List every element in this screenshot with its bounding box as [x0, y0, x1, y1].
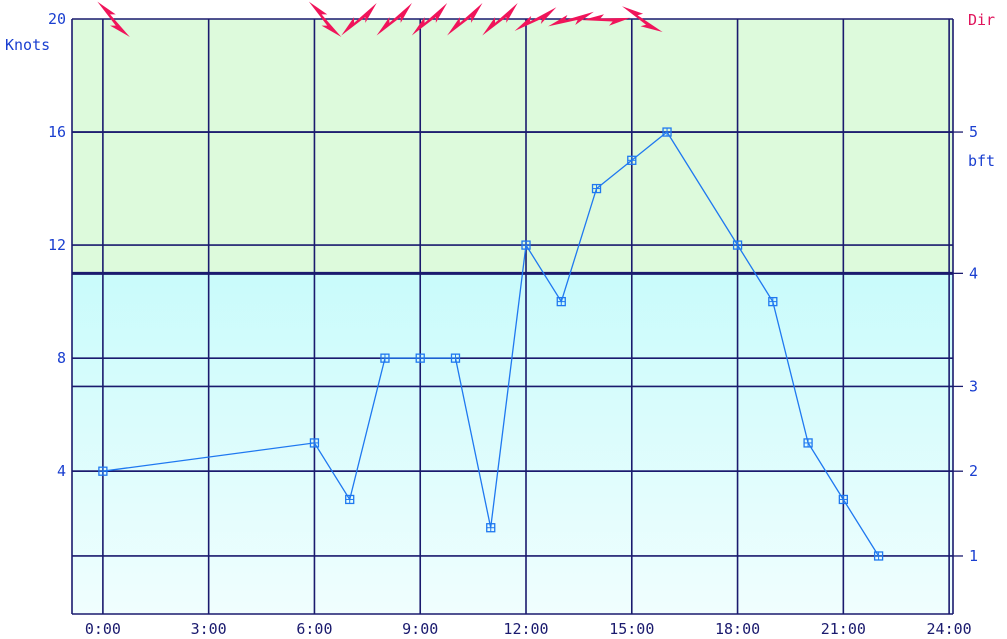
x-tick-label: 12:00 — [503, 620, 548, 638]
data-point — [662, 127, 672, 137]
y-axis-ticks: 4 8 12 16 20 — [48, 10, 66, 480]
direction-arrow — [582, 14, 631, 26]
x-axis-ticks: 0:00 3:00 6:00 9:00 12:00 15:00 18:00 21:00 24:0… — [85, 620, 972, 638]
data-point — [732, 240, 743, 250]
data-point — [838, 494, 848, 505]
data-point — [521, 240, 531, 250]
direction-arrow — [308, 1, 342, 37]
x-tick-label: 24:00 — [927, 620, 972, 638]
data-point — [873, 551, 884, 561]
data-point — [627, 155, 637, 165]
direction-arrow — [376, 3, 412, 36]
y-tick-label: 8 — [57, 349, 66, 367]
data-point — [556, 296, 566, 307]
direction-arrow — [97, 1, 130, 37]
x-tick-label: 6:00 — [296, 620, 332, 638]
speed-series — [98, 127, 884, 561]
y-tick-label: 4 — [57, 462, 66, 480]
x-tick-label: 9:00 — [402, 620, 438, 638]
bft-axis-ticks: 1 2 3 4 5 — [953, 123, 978, 565]
direction-arrow — [622, 6, 663, 32]
y-axis-label: Knots — [5, 36, 50, 54]
bft-tick-label: 3 — [969, 377, 978, 395]
data-point — [450, 353, 461, 363]
band-upper — [72, 19, 953, 274]
data-point — [380, 353, 390, 363]
direction-arrow — [482, 3, 518, 36]
direction-arrows — [97, 1, 663, 37]
bft-tick-label: 5 — [969, 123, 978, 141]
bft-tick-label: 2 — [969, 462, 978, 480]
data-point — [415, 353, 425, 363]
y-tick-label: 20 — [48, 10, 66, 28]
y-tick-label: 16 — [48, 123, 66, 141]
x-tick-label: 3:00 — [191, 620, 227, 638]
direction-arrow — [411, 3, 448, 36]
data-point — [768, 296, 778, 307]
beaufort-lines — [72, 131, 953, 557]
band-lower — [72, 273, 953, 614]
data-point — [345, 494, 355, 505]
data-point — [309, 438, 320, 448]
direction-label: Dir — [968, 11, 995, 29]
x-tick-label: 15:00 — [609, 620, 654, 638]
data-point — [98, 466, 108, 476]
direction-arrow — [341, 3, 377, 36]
data-point — [486, 523, 496, 533]
x-tick-label: 21:00 — [821, 620, 866, 638]
background-bands — [72, 19, 953, 614]
bft-axis-label: bft — [968, 152, 995, 170]
bft-tick-label: 4 — [969, 264, 978, 282]
data-point — [591, 183, 602, 194]
x-tick-label: 18:00 — [715, 620, 760, 638]
direction-arrow — [548, 11, 594, 27]
x-tick-label: 0:00 — [85, 620, 121, 638]
bft-tick-label: 1 — [969, 547, 978, 565]
data-point — [803, 438, 813, 448]
direction-arrow — [514, 7, 557, 32]
y-tick-label: 12 — [48, 236, 66, 254]
direction-arrow — [447, 3, 483, 36]
